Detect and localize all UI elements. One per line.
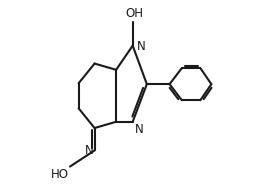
Text: N: N xyxy=(85,144,94,157)
Text: N: N xyxy=(136,40,145,53)
Text: N: N xyxy=(134,124,143,136)
Text: OH: OH xyxy=(125,7,143,20)
Text: HO: HO xyxy=(51,168,69,181)
